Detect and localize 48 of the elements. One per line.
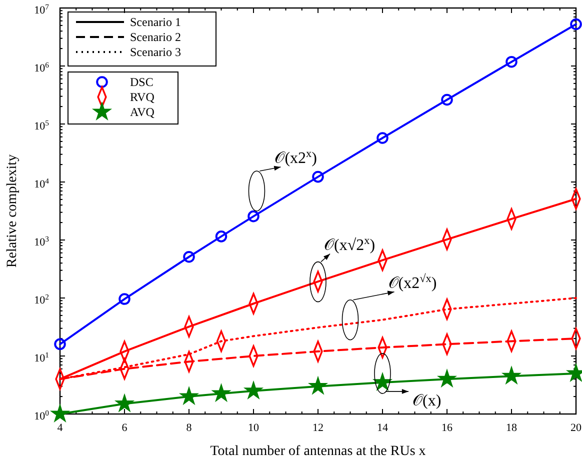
point [376, 132, 388, 144]
x-tick-label: 18 [506, 422, 518, 434]
point [312, 170, 324, 183]
point [50, 404, 70, 422]
annotation: Scenario 2 [130, 30, 181, 44]
annotation: 𝒪(x2$^{√x}$) [388, 272, 437, 292]
y-axis-title: Relative complexity [5, 154, 20, 268]
x-tick-label: 20 [570, 422, 582, 434]
legend-label: DSC [130, 75, 154, 89]
y-tick-label: 10$^{3}$ [34, 234, 50, 248]
y-tick-label: 10$^{5}$ [34, 118, 50, 132]
point [441, 94, 453, 106]
y-tick-label: 10$^{0}$ [34, 408, 50, 422]
x-tick-label: 14 [377, 422, 388, 434]
annotation: 𝒪(x√2$^{x}$) [324, 234, 376, 254]
point [502, 366, 521, 384]
x-tick-label: 8 [186, 422, 192, 434]
y-tick-label: 10$^{4}$ [34, 176, 50, 190]
x-tick-label: 4 [57, 422, 64, 434]
point [118, 293, 130, 305]
y-tick-label: 10$^{1}$ [34, 350, 50, 364]
point [506, 56, 518, 68]
annotation: 𝒪(x2$^{x}$) [274, 148, 317, 167]
x-tick-label: 6 [122, 422, 128, 434]
point [438, 370, 456, 387]
point [308, 376, 328, 394]
point [115, 394, 134, 412]
point [54, 338, 66, 350]
legend-label: RVQ [130, 90, 155, 104]
y-tick-label: 10$^{6}$ [34, 60, 50, 74]
y-tick-label: 10$^{2}$ [34, 292, 50, 306]
point [183, 250, 195, 263]
x-tick-label: 10 [248, 422, 260, 434]
point [180, 387, 198, 404]
point [244, 381, 263, 399]
y-tick-label: 10$^{7}$ [34, 2, 50, 16]
point [248, 210, 260, 222]
point [212, 384, 230, 402]
legend-label: AVQ [130, 105, 155, 119]
point [373, 372, 392, 390]
x-tick-label: 16 [442, 422, 453, 434]
x-tick-label: 12 [312, 422, 324, 434]
annotation: Scenario 3 [130, 45, 181, 59]
x-axis-title: Total number of antennas at the RUs x [210, 444, 426, 459]
annotation: Scenario 1 [130, 15, 181, 29]
point [570, 18, 582, 30]
annotation: 𝒪(x) [412, 392, 442, 410]
point [215, 230, 228, 242]
